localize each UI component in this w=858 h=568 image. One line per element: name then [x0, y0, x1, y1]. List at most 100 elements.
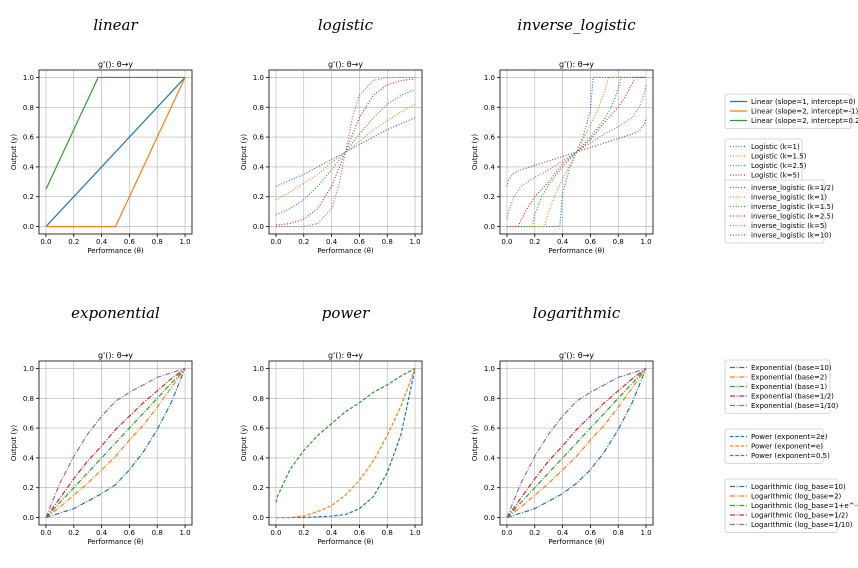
x-tick-label: 0.4	[96, 238, 108, 246]
legend-label: Linear (slope=1, intercept=0)	[751, 98, 856, 106]
x-tick-label: 1.0	[409, 529, 420, 537]
x-tick-label: 0.0	[270, 238, 281, 246]
x-tick-label: 0.4	[326, 238, 338, 246]
axes-title: g'(): θ→y	[559, 60, 594, 69]
y-tick-label: 0.2	[253, 484, 264, 492]
series-linear-slope-2-intercept-0-25	[45, 76, 186, 190]
y-tick-label: 1.0	[23, 74, 34, 82]
legend-3: inverse_logistic (k=1/2) inverse_logistic…	[724, 179, 834, 244]
series-linear-slope-1-intercept-0	[45, 77, 186, 227]
legend-label: Linear (slope=2, intercept=-1)	[751, 108, 858, 116]
series-exponential-base-1-10	[45, 367, 186, 518]
y-tick-label: 0.2	[484, 484, 495, 492]
legend-frame	[724, 93, 852, 129]
series-exponential-base-2	[45, 368, 186, 519]
series-exponential-base-10	[45, 368, 186, 519]
legend-label: inverse_logistic (k=10)	[751, 232, 832, 240]
chart-2: logistic g'(): θ→y 0.0 0.2 0.4 0.6 0.8 1.0 0.0 0.…	[240, 16, 423, 255]
x-tick-label: 1.0	[179, 529, 190, 537]
legend-label: Power (exponent=0.5)	[751, 452, 830, 460]
plot-frame	[268, 360, 423, 526]
x-tick-label: 0.8	[152, 238, 163, 246]
plot-frame	[499, 360, 654, 526]
x-tick-label: 0.2	[68, 238, 79, 246]
plot-frame	[38, 69, 193, 235]
legend-1: Linear (slope=1, intercept=0) Linear (slo…	[724, 93, 858, 129]
x-tick-label: 0.8	[613, 238, 624, 246]
legend-label: Logistic (k=1)	[751, 143, 800, 151]
legend-label: Logistic (k=1.5)	[751, 153, 807, 161]
x-tick-label: 0.8	[152, 529, 163, 537]
panel-title: logarithmic	[533, 304, 621, 322]
x-tick-label: 0.6	[354, 238, 366, 246]
x-tick-label: 0.6	[354, 529, 366, 537]
legend-label: Exponential (base=1/2)	[751, 393, 834, 401]
legend-label: Exponential (base=1)	[751, 383, 827, 391]
x-tick-label: 0.0	[501, 238, 512, 246]
series-logistic-k-1	[275, 117, 416, 187]
x-axis-label: Performance (θ)	[87, 538, 144, 546]
series-logarithmic-log-base-10	[506, 368, 647, 519]
chart-3: inverse_logistic g'(): θ→y 0.0 0.2 0.4 0.6 0.8…	[471, 16, 654, 255]
chart-1: linear g'(): θ→y 0.0 0.2 0.4 0.6 0.8 1.0 0.0 0.2 0…	[10, 16, 193, 255]
series-logistic-k-10	[275, 76, 416, 228]
x-tick-label: 0.6	[585, 529, 597, 537]
y-tick-label: 0.2	[23, 193, 34, 201]
chart-4: exponential g'(): θ→y 0.0 0.2 0.4 0.6 0.8 1.0 0.…	[10, 304, 193, 546]
y-tick-label: 0.0	[23, 514, 34, 522]
x-tick-label: 1.0	[409, 238, 420, 246]
legend-label: Logarithmic (log_base=2)	[751, 493, 842, 501]
y-axis-label: Output (y)	[240, 134, 248, 170]
x-tick-label: 0.0	[501, 529, 512, 537]
y-tick-label: 0.8	[23, 395, 34, 403]
y-tick-label: 0.8	[253, 395, 264, 403]
y-tick-label: 0.6	[23, 134, 35, 142]
y-axis-label: Output (y)	[10, 134, 18, 170]
plot-frame	[499, 69, 654, 235]
series-inverse-logistic-k-1-5	[506, 76, 647, 228]
legend-label: Logistic (k=2.5)	[751, 162, 807, 170]
y-tick-label: 0.6	[23, 425, 35, 433]
x-axis-label: Performance (θ)	[548, 538, 605, 546]
x-tick-label: 1.0	[179, 238, 190, 246]
y-tick-label: 0.2	[484, 193, 495, 201]
x-axis-label: Performance (θ)	[548, 247, 605, 255]
x-tick-label: 0.8	[613, 529, 624, 537]
y-tick-label: 0.4	[253, 163, 265, 171]
y-tick-label: 1.0	[484, 74, 495, 82]
x-tick-label: 0.8	[382, 529, 393, 537]
legend-label: Power (exponent=e)	[751, 443, 823, 451]
y-tick-label: 1.0	[253, 74, 264, 82]
y-axis-label: Output (y)	[471, 134, 479, 170]
y-tick-label: 0.0	[253, 514, 264, 522]
y-tick-label: 0.4	[484, 163, 496, 171]
y-tick-label: 0.8	[484, 395, 495, 403]
y-tick-label: 1.0	[484, 365, 495, 373]
x-axis-label: Performance (θ)	[87, 247, 144, 255]
y-tick-label: 0.0	[253, 223, 264, 231]
x-tick-label: 0.4	[557, 238, 569, 246]
y-tick-label: 0.4	[23, 454, 35, 462]
x-tick-label: 0.6	[124, 238, 136, 246]
y-tick-label: 0.4	[253, 454, 265, 462]
axes-title: g'(): θ→y	[559, 351, 594, 360]
x-tick-label: 0.2	[68, 529, 79, 537]
panel-title: power	[322, 304, 370, 322]
series-exponential-base-1-2	[45, 367, 186, 518]
legend-label: inverse_logistic (k=2.5)	[751, 213, 834, 221]
x-tick-label: 1.0	[640, 529, 651, 537]
legend-label: inverse_logistic (k=5)	[751, 222, 827, 230]
legend-label: Logarithmic (log_base=1/10)	[751, 521, 853, 529]
series-logarithmic-log-base-1-10	[506, 367, 647, 518]
legend-label: Linear (slope=2, intercept=0.25)	[751, 117, 858, 125]
axes-title: g'(): θ→y	[98, 60, 133, 69]
x-tick-label: 0.0	[40, 238, 51, 246]
x-tick-label: 0.4	[96, 529, 108, 537]
axes-title: g'(): θ→y	[328, 60, 363, 69]
legend-label: Logarithmic (log_base=1+e^-5)	[751, 502, 858, 510]
legend-label: inverse_logistic (k=1/2)	[751, 184, 834, 192]
chart-6: logarithmic g'(): θ→y 0.0 0.2 0.4 0.6 0.8 1.0 0.…	[471, 304, 654, 546]
x-tick-label: 0.4	[557, 529, 569, 537]
y-tick-label: 0.8	[23, 104, 34, 112]
